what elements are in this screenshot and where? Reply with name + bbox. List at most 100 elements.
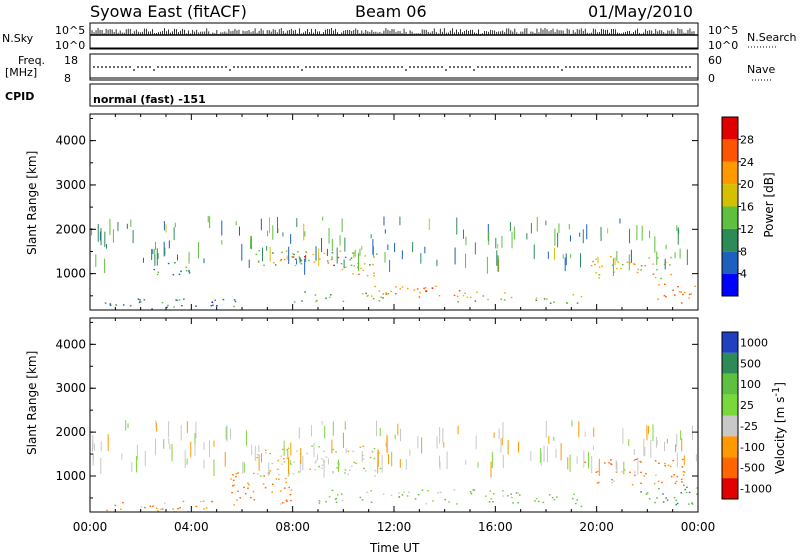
freq-dot	[425, 66, 427, 68]
freq-dot	[605, 66, 607, 68]
data-streak	[203, 459, 205, 469]
data-streak	[298, 255, 300, 260]
data-streak	[235, 221, 237, 226]
data-cell	[390, 290, 392, 293]
nsearch-min-label: 10^0	[708, 39, 739, 52]
data-cell	[373, 275, 376, 277]
data-streak	[104, 231, 106, 248]
freq-dot	[169, 66, 171, 68]
data-cell	[502, 495, 504, 497]
data-streak	[156, 248, 158, 266]
data-cell	[321, 458, 323, 460]
data-cell	[233, 504, 235, 506]
data-streak	[614, 257, 616, 266]
data-cell	[178, 299, 181, 301]
data-cell	[343, 266, 346, 269]
data-cell	[595, 258, 597, 260]
data-cell	[681, 481, 683, 483]
data-streak	[498, 428, 500, 440]
data-cell	[350, 257, 353, 259]
data-streak	[207, 216, 209, 223]
data-streak	[439, 427, 441, 444]
data-cell	[331, 489, 334, 492]
data-cell	[279, 259, 282, 262]
data-cell	[314, 469, 316, 471]
freq-dot	[217, 66, 219, 68]
data-cell	[462, 295, 465, 297]
data-streak	[454, 247, 456, 265]
data-cell	[542, 501, 545, 504]
data-cell	[318, 465, 320, 468]
data-cell	[271, 483, 274, 485]
data-cell	[584, 461, 586, 463]
freq-dot	[213, 66, 215, 68]
data-cell	[293, 253, 295, 256]
data-cell	[166, 306, 168, 309]
data-cell	[237, 472, 239, 474]
data-cell	[504, 292, 506, 294]
data-cell	[325, 501, 327, 503]
freq-dot	[453, 66, 455, 68]
data-streak	[633, 448, 635, 455]
data-cell	[318, 446, 320, 448]
nave-min-label: 0	[708, 72, 715, 85]
freq-dot	[449, 66, 451, 68]
data-streak	[622, 428, 624, 444]
station-title: Syowa East (fitACF)	[90, 2, 247, 21]
data-cell	[680, 478, 683, 480]
data-streak	[130, 219, 132, 227]
data-cell	[149, 505, 152, 507]
data-streak	[649, 230, 651, 239]
data-cell	[285, 499, 288, 501]
data-cell	[380, 296, 382, 298]
data-cell	[694, 285, 696, 287]
data-streak	[486, 256, 488, 274]
data-cell	[640, 482, 642, 485]
data-streak	[303, 223, 305, 241]
data-cell	[167, 304, 169, 307]
data-cell	[680, 291, 683, 293]
freq-dot	[653, 66, 655, 68]
data-cell	[696, 487, 699, 489]
data-streak	[513, 226, 515, 240]
data-streak	[328, 227, 330, 244]
freq-dot	[561, 69, 563, 71]
data-streak	[384, 251, 386, 263]
y-tick-label: 4000	[55, 134, 86, 148]
data-cell	[344, 469, 347, 471]
colorbar-segment	[722, 161, 738, 185]
data-streak	[387, 244, 389, 250]
data-streak	[176, 254, 178, 261]
data-cell	[318, 502, 321, 504]
freq-dot	[297, 66, 299, 68]
data-cell	[364, 470, 367, 472]
data-streak	[100, 457, 102, 474]
data-cell	[401, 494, 404, 496]
data-cell	[658, 462, 660, 465]
data-cell	[418, 296, 421, 298]
data-streak	[163, 221, 165, 231]
freq-dot	[657, 66, 659, 68]
data-cell	[688, 503, 690, 505]
data-cell	[645, 493, 648, 495]
data-streak	[300, 448, 302, 464]
data-cell	[598, 277, 600, 279]
data-cell	[655, 474, 657, 477]
data-cell	[663, 294, 666, 297]
data-streak	[543, 445, 545, 462]
data-cell	[510, 493, 512, 495]
data-cell	[469, 491, 472, 493]
data-cell	[275, 478, 278, 480]
data-cell	[492, 500, 494, 503]
colorbar-tick-label: 20	[740, 178, 754, 191]
freq-dot	[565, 66, 567, 68]
data-cell	[688, 293, 691, 296]
data-streak	[90, 228, 92, 236]
data-cell	[295, 258, 297, 260]
colorbar-tick-label: -25	[740, 420, 758, 433]
data-streak	[438, 455, 440, 467]
data-streak	[321, 238, 323, 252]
data-streak	[586, 224, 588, 240]
freq-dot	[117, 66, 119, 68]
data-cell	[487, 298, 489, 301]
